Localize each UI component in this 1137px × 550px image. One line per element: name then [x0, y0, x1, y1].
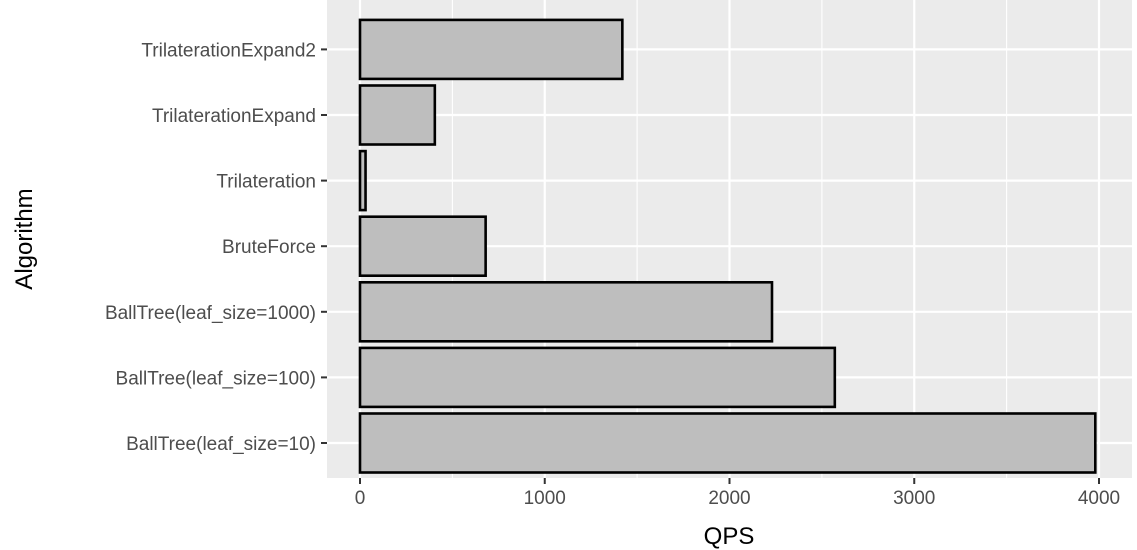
x-tick-label: 4000 — [1078, 488, 1120, 509]
y-axis: BallTree(leaf_size=10) BallTree(leaf_size… — [105, 40, 327, 455]
x-tick-label: 0 — [355, 488, 366, 509]
y-tick-label: TrilaterationExpand2 — [141, 40, 316, 61]
y-tick-label: TrilaterationExpand — [152, 106, 316, 127]
x-tick-label: 1000 — [524, 488, 566, 509]
x-axis: 0 1000 2000 3000 4000 — [355, 478, 1120, 509]
y-axis-title: Algorithm — [11, 188, 38, 289]
y-tick-label: BruteForce — [222, 237, 316, 258]
bar-BallTree(leaf_size=10) — [358, 412, 1097, 474]
bar-Trilateration — [358, 149, 367, 212]
x-axis-title: QPS — [704, 523, 755, 550]
bar-BallTree(leaf_size=100) — [358, 346, 837, 409]
y-tick-label: BallTree(leaf_size=10) — [126, 434, 316, 455]
bar-BruteForce — [358, 215, 487, 277]
x-tick-label: 2000 — [708, 488, 750, 509]
bars — [358, 18, 1097, 474]
bar-BallTree(leaf_size=1000) — [358, 280, 774, 343]
y-tick-label: BallTree(leaf_size=100) — [116, 368, 316, 389]
bar-TrilaterationExpand2 — [358, 18, 624, 81]
x-tick-label: 3000 — [893, 488, 935, 509]
y-tick-label: Trilateration — [216, 172, 316, 193]
bar-TrilaterationExpand — [358, 84, 437, 146]
y-tick-label: BallTree(leaf_size=1000) — [105, 303, 316, 324]
